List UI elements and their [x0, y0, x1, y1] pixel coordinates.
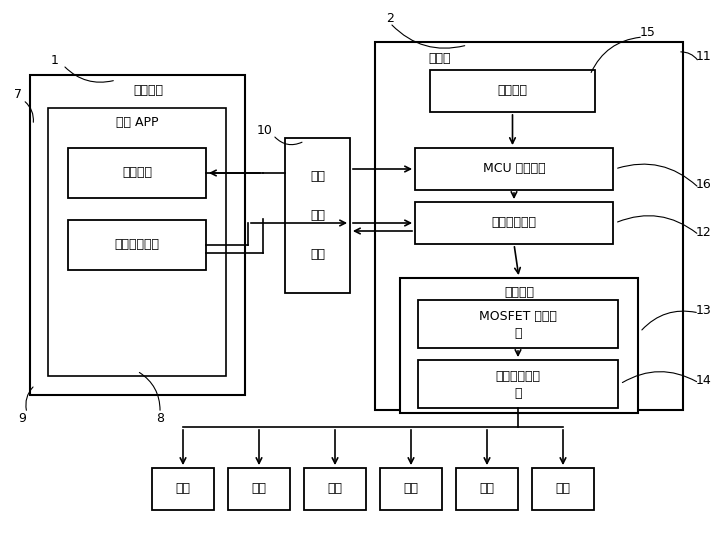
Text: 2: 2	[386, 12, 394, 25]
Bar	[285, 138, 350, 293]
Bar	[375, 42, 683, 410]
Bar	[532, 468, 594, 510]
Text: 继电器驱动模: 继电器驱动模	[496, 370, 540, 383]
Bar	[415, 202, 613, 244]
Text: 控制端: 控制端	[429, 51, 452, 64]
Text: 16: 16	[696, 178, 712, 192]
Text: 自动匹配模块: 自动匹配模块	[492, 216, 537, 230]
Text: 车灯: 车灯	[176, 482, 190, 495]
Bar	[30, 75, 245, 395]
Text: 通信: 通信	[310, 209, 325, 222]
Text: 电源模块: 电源模块	[497, 84, 528, 97]
Text: 10: 10	[257, 124, 273, 136]
Bar	[430, 70, 595, 112]
Text: MOSFET 开关模: MOSFET 开关模	[479, 310, 557, 323]
Text: 车灯: 车灯	[251, 482, 266, 495]
Text: 11: 11	[696, 50, 712, 64]
Text: 模块: 模块	[310, 248, 325, 260]
Text: 8: 8	[156, 411, 164, 424]
Text: 车灯: 车灯	[404, 482, 418, 495]
Text: 1: 1	[51, 54, 59, 67]
Text: 按键控制模块: 按键控制模块	[115, 239, 160, 252]
Bar	[380, 468, 442, 510]
Text: 应用 APP: 应用 APP	[115, 116, 158, 130]
Text: 块: 块	[514, 387, 522, 400]
Text: 9: 9	[18, 411, 26, 424]
Text: 显示模块: 显示模块	[122, 167, 152, 179]
Text: MCU 控制模块: MCU 控制模块	[483, 163, 545, 176]
Bar	[228, 468, 290, 510]
Text: 13: 13	[696, 304, 712, 316]
Bar	[48, 108, 226, 376]
Bar	[304, 468, 366, 510]
Bar	[415, 148, 613, 190]
Bar	[418, 300, 618, 348]
Text: 块: 块	[514, 327, 522, 340]
Text: 移动终端: 移动终端	[134, 84, 163, 97]
Text: 车灯: 车灯	[327, 482, 343, 495]
Bar	[68, 220, 206, 270]
Text: 15: 15	[640, 26, 656, 39]
Bar	[456, 468, 518, 510]
Bar	[68, 148, 206, 198]
Bar	[152, 468, 214, 510]
Bar	[418, 360, 618, 408]
Text: 无线: 无线	[310, 170, 325, 183]
Text: 喇叭: 喇叭	[479, 482, 494, 495]
Text: 7: 7	[14, 88, 22, 102]
Text: 12: 12	[696, 225, 712, 239]
Text: 喇叭: 喇叭	[555, 482, 571, 495]
Text: 开关模块: 开关模块	[504, 286, 534, 299]
Bar	[400, 278, 638, 413]
Text: 14: 14	[696, 373, 712, 386]
